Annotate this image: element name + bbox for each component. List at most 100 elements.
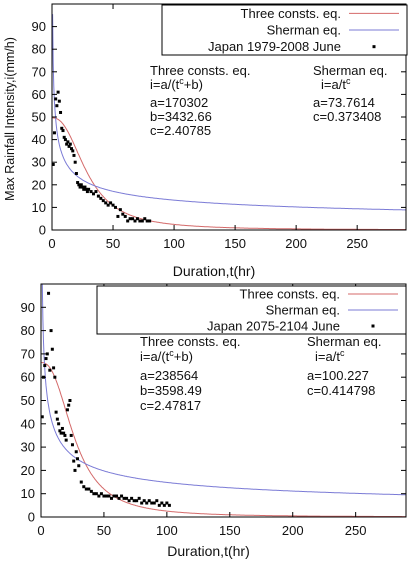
legend-label: Sherman eq. [266, 303, 340, 318]
data-point [167, 503, 171, 507]
x-tick-label: 50 [97, 523, 111, 538]
three-consts-c: c=2.40785 [150, 123, 211, 138]
data-point [87, 187, 91, 191]
data-point [127, 499, 131, 503]
data-point [72, 153, 76, 157]
data-point [71, 149, 75, 153]
sherman-a: a=73.7614 [313, 95, 375, 110]
y-tick-label: 30 [32, 155, 46, 170]
data-point [47, 291, 51, 295]
data-point [45, 352, 49, 356]
data-point [117, 496, 121, 500]
y-tick-label: 50 [21, 393, 35, 408]
x-tick-label: 100 [163, 236, 185, 251]
data-point [53, 375, 57, 379]
data-point [65, 408, 69, 412]
data-point [133, 219, 137, 223]
data-point [68, 142, 72, 146]
data-point [82, 187, 86, 191]
data-point [52, 366, 56, 370]
data-point [131, 217, 135, 221]
x-tick-label: 50 [106, 236, 120, 251]
x-tick-label: 200 [285, 236, 307, 251]
data-point [89, 489, 93, 493]
data-point [125, 496, 129, 500]
data-point [89, 190, 93, 194]
data-point [120, 494, 124, 498]
y-tick-label: 90 [21, 300, 35, 315]
data-point [106, 203, 110, 207]
three-consts-b: b=3432.66 [150, 109, 212, 124]
chart-panel-1979-2008: 0 50 100 150 200 250 0 10 20 30 40 50 60 70 80 90 Durati… [0, 0, 411, 280]
data-point [59, 110, 63, 114]
data-point [92, 192, 96, 196]
sherman-formula: i=a/tc [321, 76, 351, 92]
data-point [81, 185, 85, 189]
x-tick-label: 0 [37, 523, 44, 538]
data-point [137, 496, 141, 500]
data-point [94, 190, 98, 194]
data-point [116, 214, 120, 218]
data-point [92, 492, 96, 496]
data-point [84, 187, 88, 191]
x-axis-label: Duration,t(hr) [167, 543, 249, 559]
data-point [99, 492, 103, 496]
y-tick-label: 0 [28, 510, 35, 525]
data-point [165, 501, 169, 505]
data-point [51, 162, 55, 166]
data-point [67, 144, 71, 148]
data-point [63, 433, 67, 437]
sherman-curve [41, 284, 406, 496]
data-point [148, 219, 152, 223]
data-point [109, 496, 113, 500]
data-point [94, 492, 98, 496]
y-tick-label: 50 [32, 110, 46, 125]
data-point [64, 438, 68, 442]
x-tick-label: 250 [346, 236, 368, 251]
y-tick-label: 20 [21, 463, 35, 478]
legend-label: Three consts. eq. [241, 6, 341, 21]
data-point [70, 443, 74, 447]
data-point [101, 199, 105, 203]
y-tick-label: 70 [21, 346, 35, 361]
data-point [43, 364, 47, 368]
three-consts-b: b=3598.49 [140, 383, 202, 398]
data-point [76, 457, 79, 461]
data-point [59, 431, 63, 435]
y-tick-label: 80 [21, 323, 35, 338]
chart-2075-2104: 0 50 100 150 200 250 0 10 20 30 40 50 60 70 80 90 Durati… [21, 283, 407, 559]
data-point [74, 172, 78, 175]
data-point [55, 104, 59, 108]
three-consts-c: c=2.47817 [140, 398, 201, 413]
data-point [143, 217, 147, 221]
data-point [77, 464, 81, 468]
three-consts-formula: i=a/(tc+b) [150, 76, 203, 92]
data-point [145, 219, 149, 223]
data-point [140, 501, 144, 505]
data-point [54, 97, 58, 101]
data-point [150, 501, 154, 505]
data-point [112, 494, 116, 498]
data-point [60, 126, 64, 130]
data-point [67, 403, 71, 407]
three-consts-formula: i=a/(tc+b) [140, 348, 193, 364]
x-tick-label: 0 [48, 236, 55, 251]
y-tick-label: 30 [21, 440, 35, 455]
data-point [69, 433, 73, 437]
data-point [66, 140, 70, 144]
data-point [77, 183, 81, 187]
data-point [152, 501, 156, 505]
y-tick-label: 10 [21, 486, 35, 501]
data-point [126, 219, 130, 223]
data-point [123, 214, 127, 218]
data-point [50, 347, 54, 351]
y-tick-label: 60 [21, 370, 35, 385]
three-consts-curve [41, 362, 406, 517]
chart-panel-2075-2104: 0 50 100 150 200 250 0 10 20 30 40 50 60 70 80 90 Durati… [0, 280, 411, 562]
x-axis-label: Duration,t(hr) [173, 263, 255, 279]
three-consts-title: Three consts. eq. [150, 63, 250, 78]
x-tick-label: 150 [224, 236, 246, 251]
data-point [48, 368, 52, 372]
three-consts-a: a=238564 [140, 368, 198, 383]
y-tick-label: 80 [32, 42, 46, 57]
